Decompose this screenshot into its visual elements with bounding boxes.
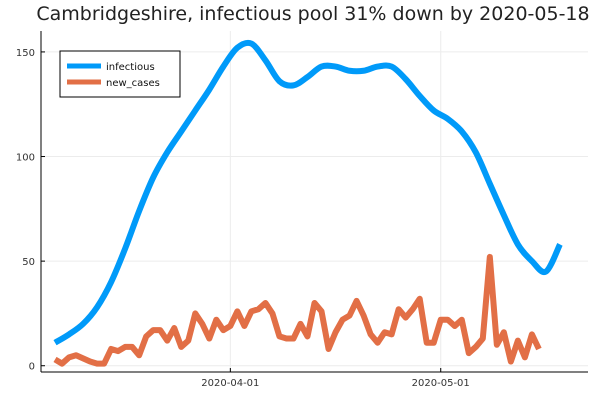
y-tick-label: 50 [22, 257, 35, 268]
y-tick-label: 0 [29, 362, 35, 373]
tick-labels: 0 50 100 150 2020-04-01 2020-05-01 [16, 48, 470, 389]
legend: infectious new_cases [59, 50, 181, 98]
y-tick-label: 150 [16, 48, 35, 59]
y-tick-label: 100 [16, 153, 35, 164]
x-tick-label: 2020-04-01 [201, 378, 259, 389]
series-line-infectious [53, 39, 563, 346]
legend-label-infectious: infectious [106, 62, 155, 73]
legend-box [59, 50, 181, 98]
axes [40, 31, 588, 373]
legend-label-new-cases: new_cases [106, 78, 160, 89]
series-line-new-cases [53, 253, 542, 367]
chart-title: Cambridgeshire, infectious pool 31% down… [36, 3, 589, 25]
x-tick-label: 2020-05-01 [412, 378, 470, 389]
series-layer [53, 39, 563, 367]
